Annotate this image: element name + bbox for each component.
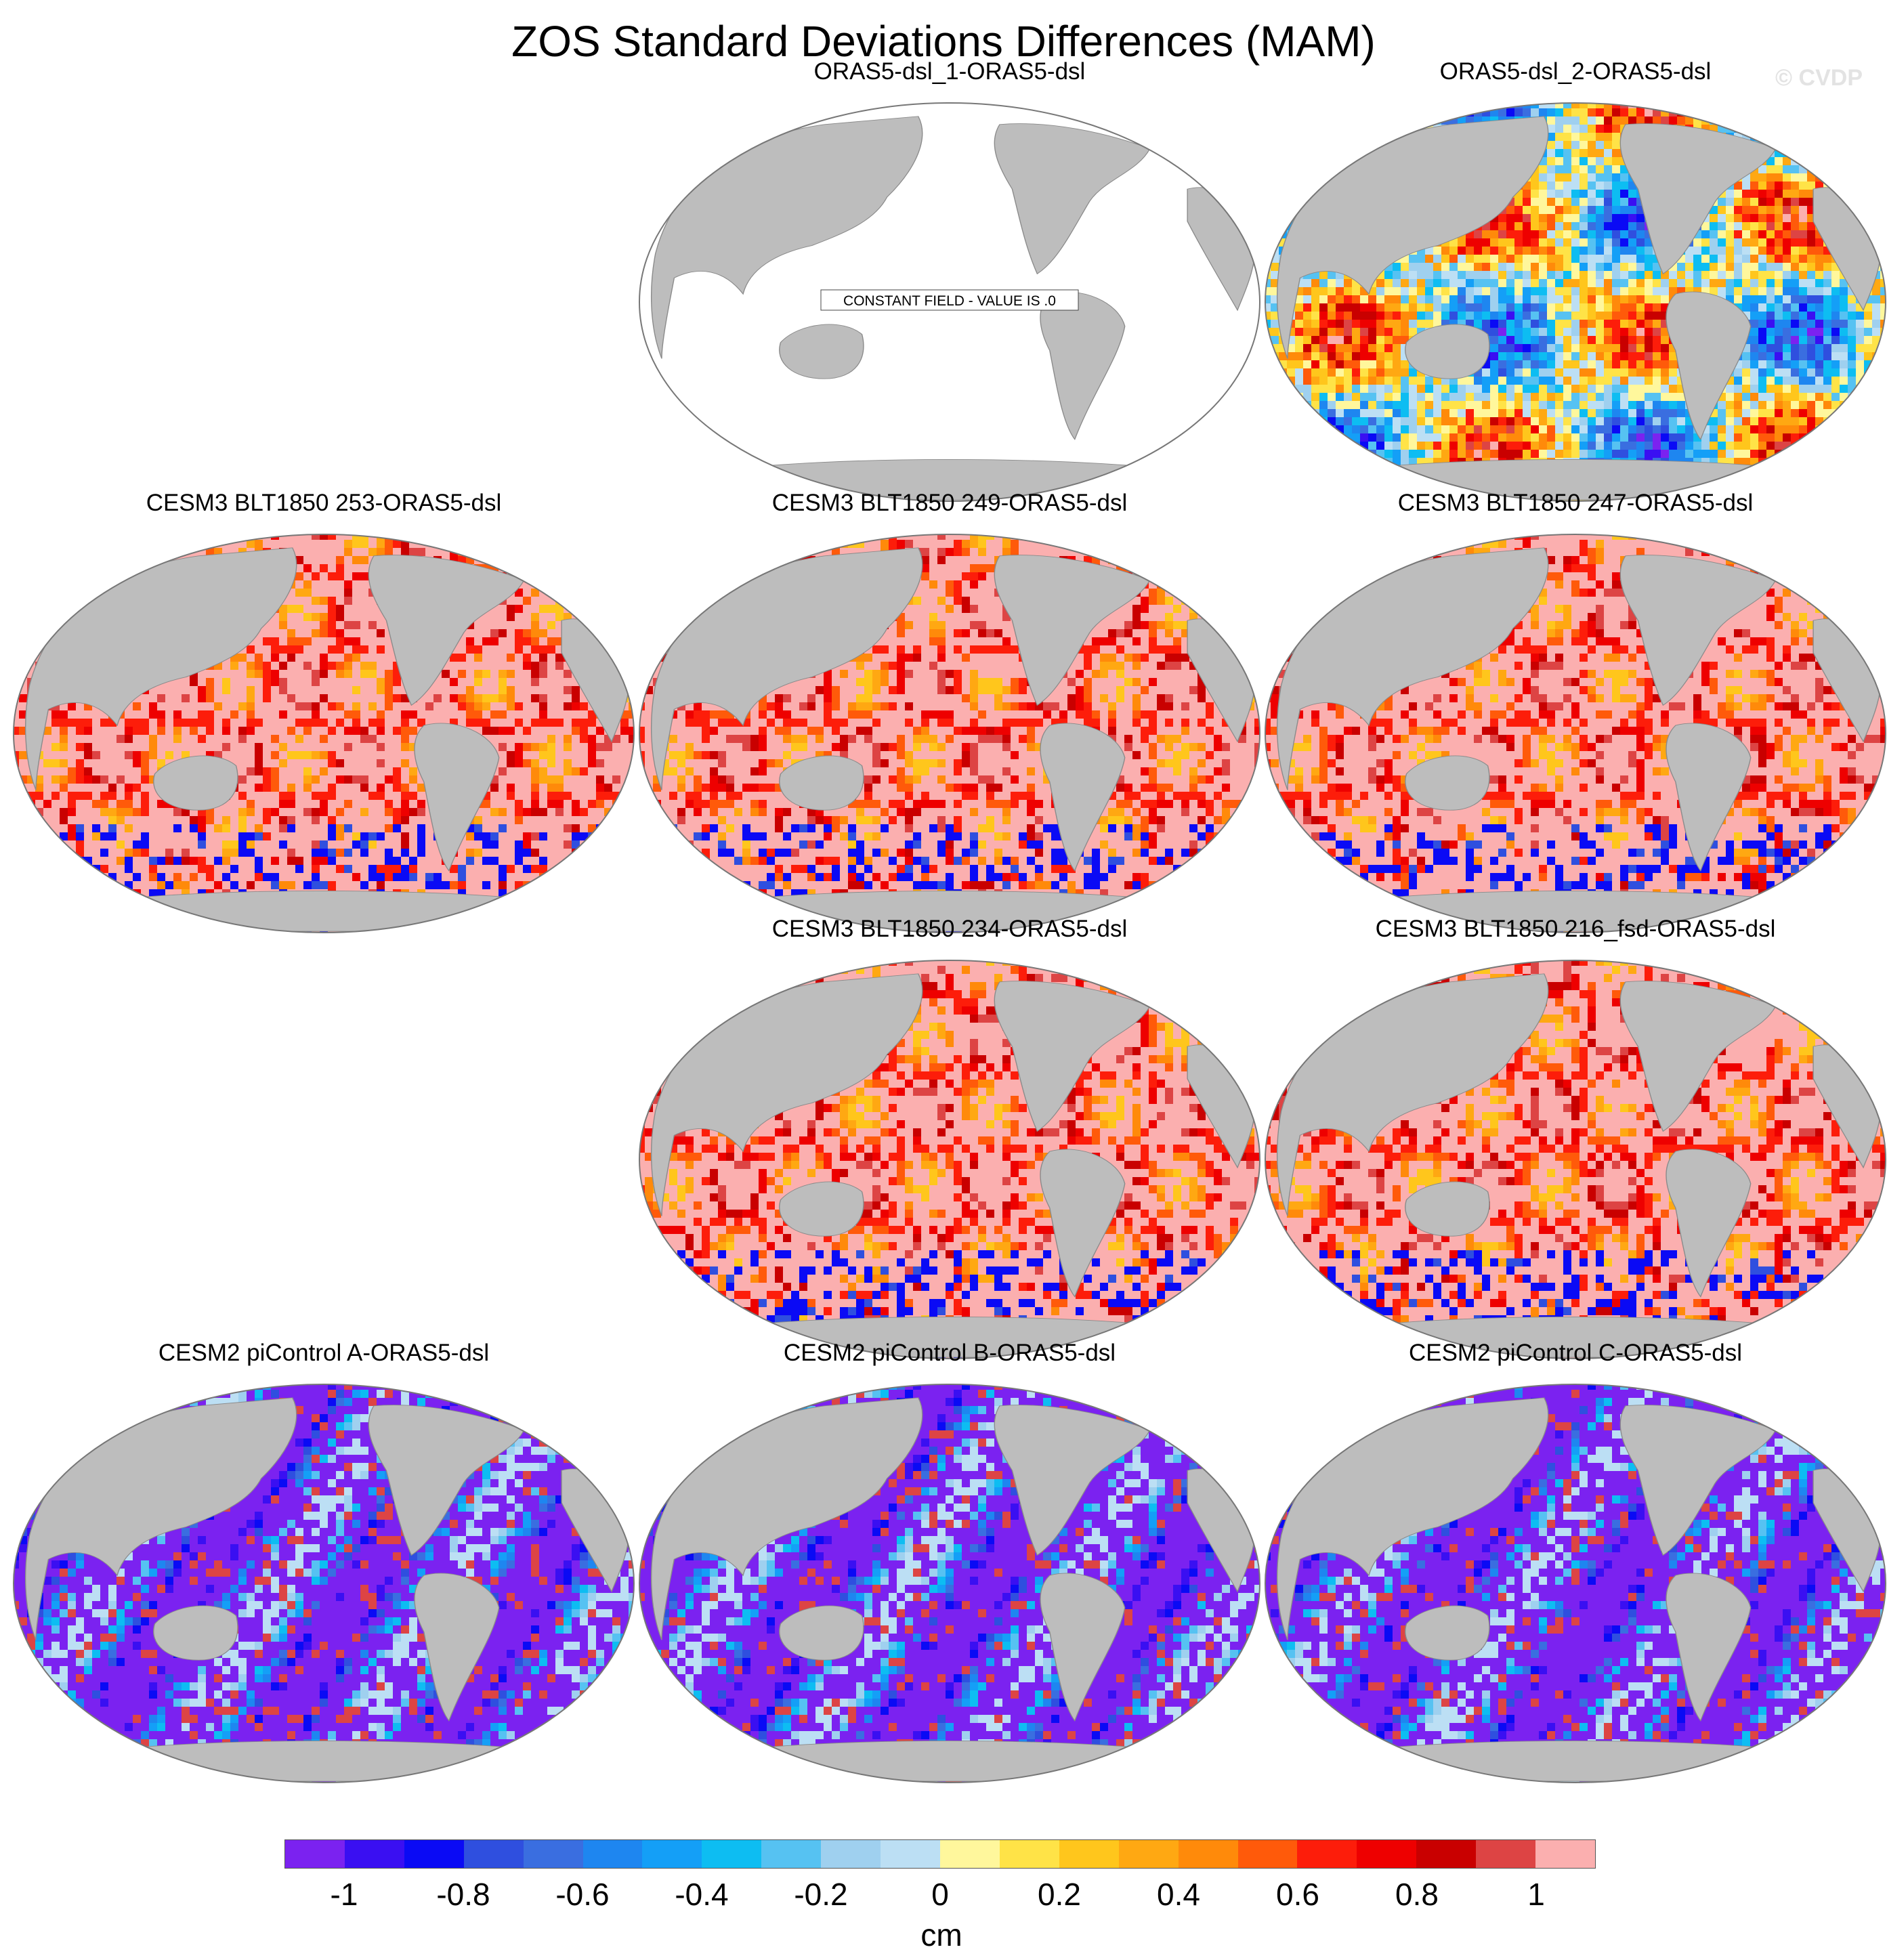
colorbar-swatch — [939, 1840, 1000, 1868]
panel-title: CESM2 piControl A-ORAS5-dsl — [11, 1340, 637, 1367]
panel-title: CESM2 piControl B-ORAS5-dsl — [637, 1340, 1263, 1367]
colorbar — [284, 1839, 1596, 1869]
colorbar-swatch — [1535, 1840, 1595, 1868]
colorbar-tick-label: 0.2 — [1019, 1876, 1100, 1913]
map-panel — [639, 534, 1260, 933]
map-panel: CONSTANT FIELD - VALUE IS .0 — [639, 102, 1260, 502]
map-panel — [1265, 102, 1886, 502]
colorbar-swatch — [881, 1840, 940, 1868]
colorbar-swatch — [1357, 1840, 1417, 1868]
colorbar-tick-label: -1 — [303, 1876, 385, 1913]
colorbar-tick-label: 0.8 — [1376, 1876, 1458, 1913]
panel-title: CESM3 BLT1850 249-ORAS5-dsl — [637, 490, 1263, 517]
colorbar-swatch — [344, 1840, 404, 1868]
colorbar-swatch — [285, 1840, 345, 1868]
colorbar-swatch — [999, 1840, 1059, 1868]
map-panel — [639, 960, 1260, 1359]
colorbar-tick-label: -0.4 — [661, 1876, 742, 1913]
colorbar-swatch — [642, 1840, 702, 1868]
panel-title: CESM3 BLT1850 234-ORAS5-dsl — [637, 916, 1263, 943]
panel-title: CESM2 piControl C-ORAS5-dsl — [1263, 1340, 1887, 1367]
colorbar-swatch — [582, 1840, 643, 1868]
panel-title: ORAS5-dsl_2-ORAS5-dsl — [1263, 58, 1887, 85]
colorbar-swatch — [1237, 1840, 1298, 1868]
colorbar-swatch — [404, 1840, 464, 1868]
map-panel — [1265, 960, 1886, 1359]
panel-title: ORAS5-dsl_1-ORAS5-dsl — [637, 58, 1263, 85]
watermark: © CVDP — [1775, 65, 1863, 91]
figure-title: ZOS Standard Deviations Differences (MAM… — [0, 16, 1887, 66]
colorbar-tick-label: -0.2 — [780, 1876, 862, 1913]
colorbar-swatch — [1118, 1840, 1179, 1868]
panel-title: CESM3 BLT1850 253-ORAS5-dsl — [11, 490, 637, 517]
colorbar-swatch — [523, 1840, 583, 1868]
panel-title: CESM3 BLT1850 216_fsd-ORAS5-dsl — [1263, 916, 1887, 943]
colorbar-swatch — [1476, 1840, 1536, 1868]
map-panel — [1265, 1384, 1886, 1783]
colorbar-swatch — [463, 1840, 524, 1868]
colorbar-swatch — [761, 1840, 822, 1868]
colorbar-swatch — [1059, 1840, 1119, 1868]
colorbar-swatch — [1178, 1840, 1238, 1868]
colorbar-swatch — [1416, 1840, 1477, 1868]
map-panel — [1265, 534, 1886, 933]
colorbar-tick-label: 1 — [1496, 1876, 1577, 1913]
map-panel — [13, 1384, 635, 1783]
colorbar-swatch — [702, 1840, 762, 1868]
colorbar-swatch — [821, 1840, 881, 1868]
map-panel — [639, 1384, 1260, 1783]
colorbar-swatch — [1297, 1840, 1357, 1868]
colorbar-tick-label: 0.6 — [1257, 1876, 1338, 1913]
map-panel — [13, 534, 635, 933]
constant-field-note: CONSTANT FIELD - VALUE IS .0 — [843, 293, 1056, 309]
colorbar-tick-label: -0.8 — [423, 1876, 504, 1913]
colorbar-tick-label: 0 — [899, 1876, 981, 1913]
colorbar-unit: cm — [908, 1917, 975, 1953]
colorbar-tick-label: -0.6 — [542, 1876, 623, 1913]
panel-title: CESM3 BLT1850 247-ORAS5-dsl — [1263, 490, 1887, 517]
colorbar-tick-label: 0.4 — [1138, 1876, 1219, 1913]
